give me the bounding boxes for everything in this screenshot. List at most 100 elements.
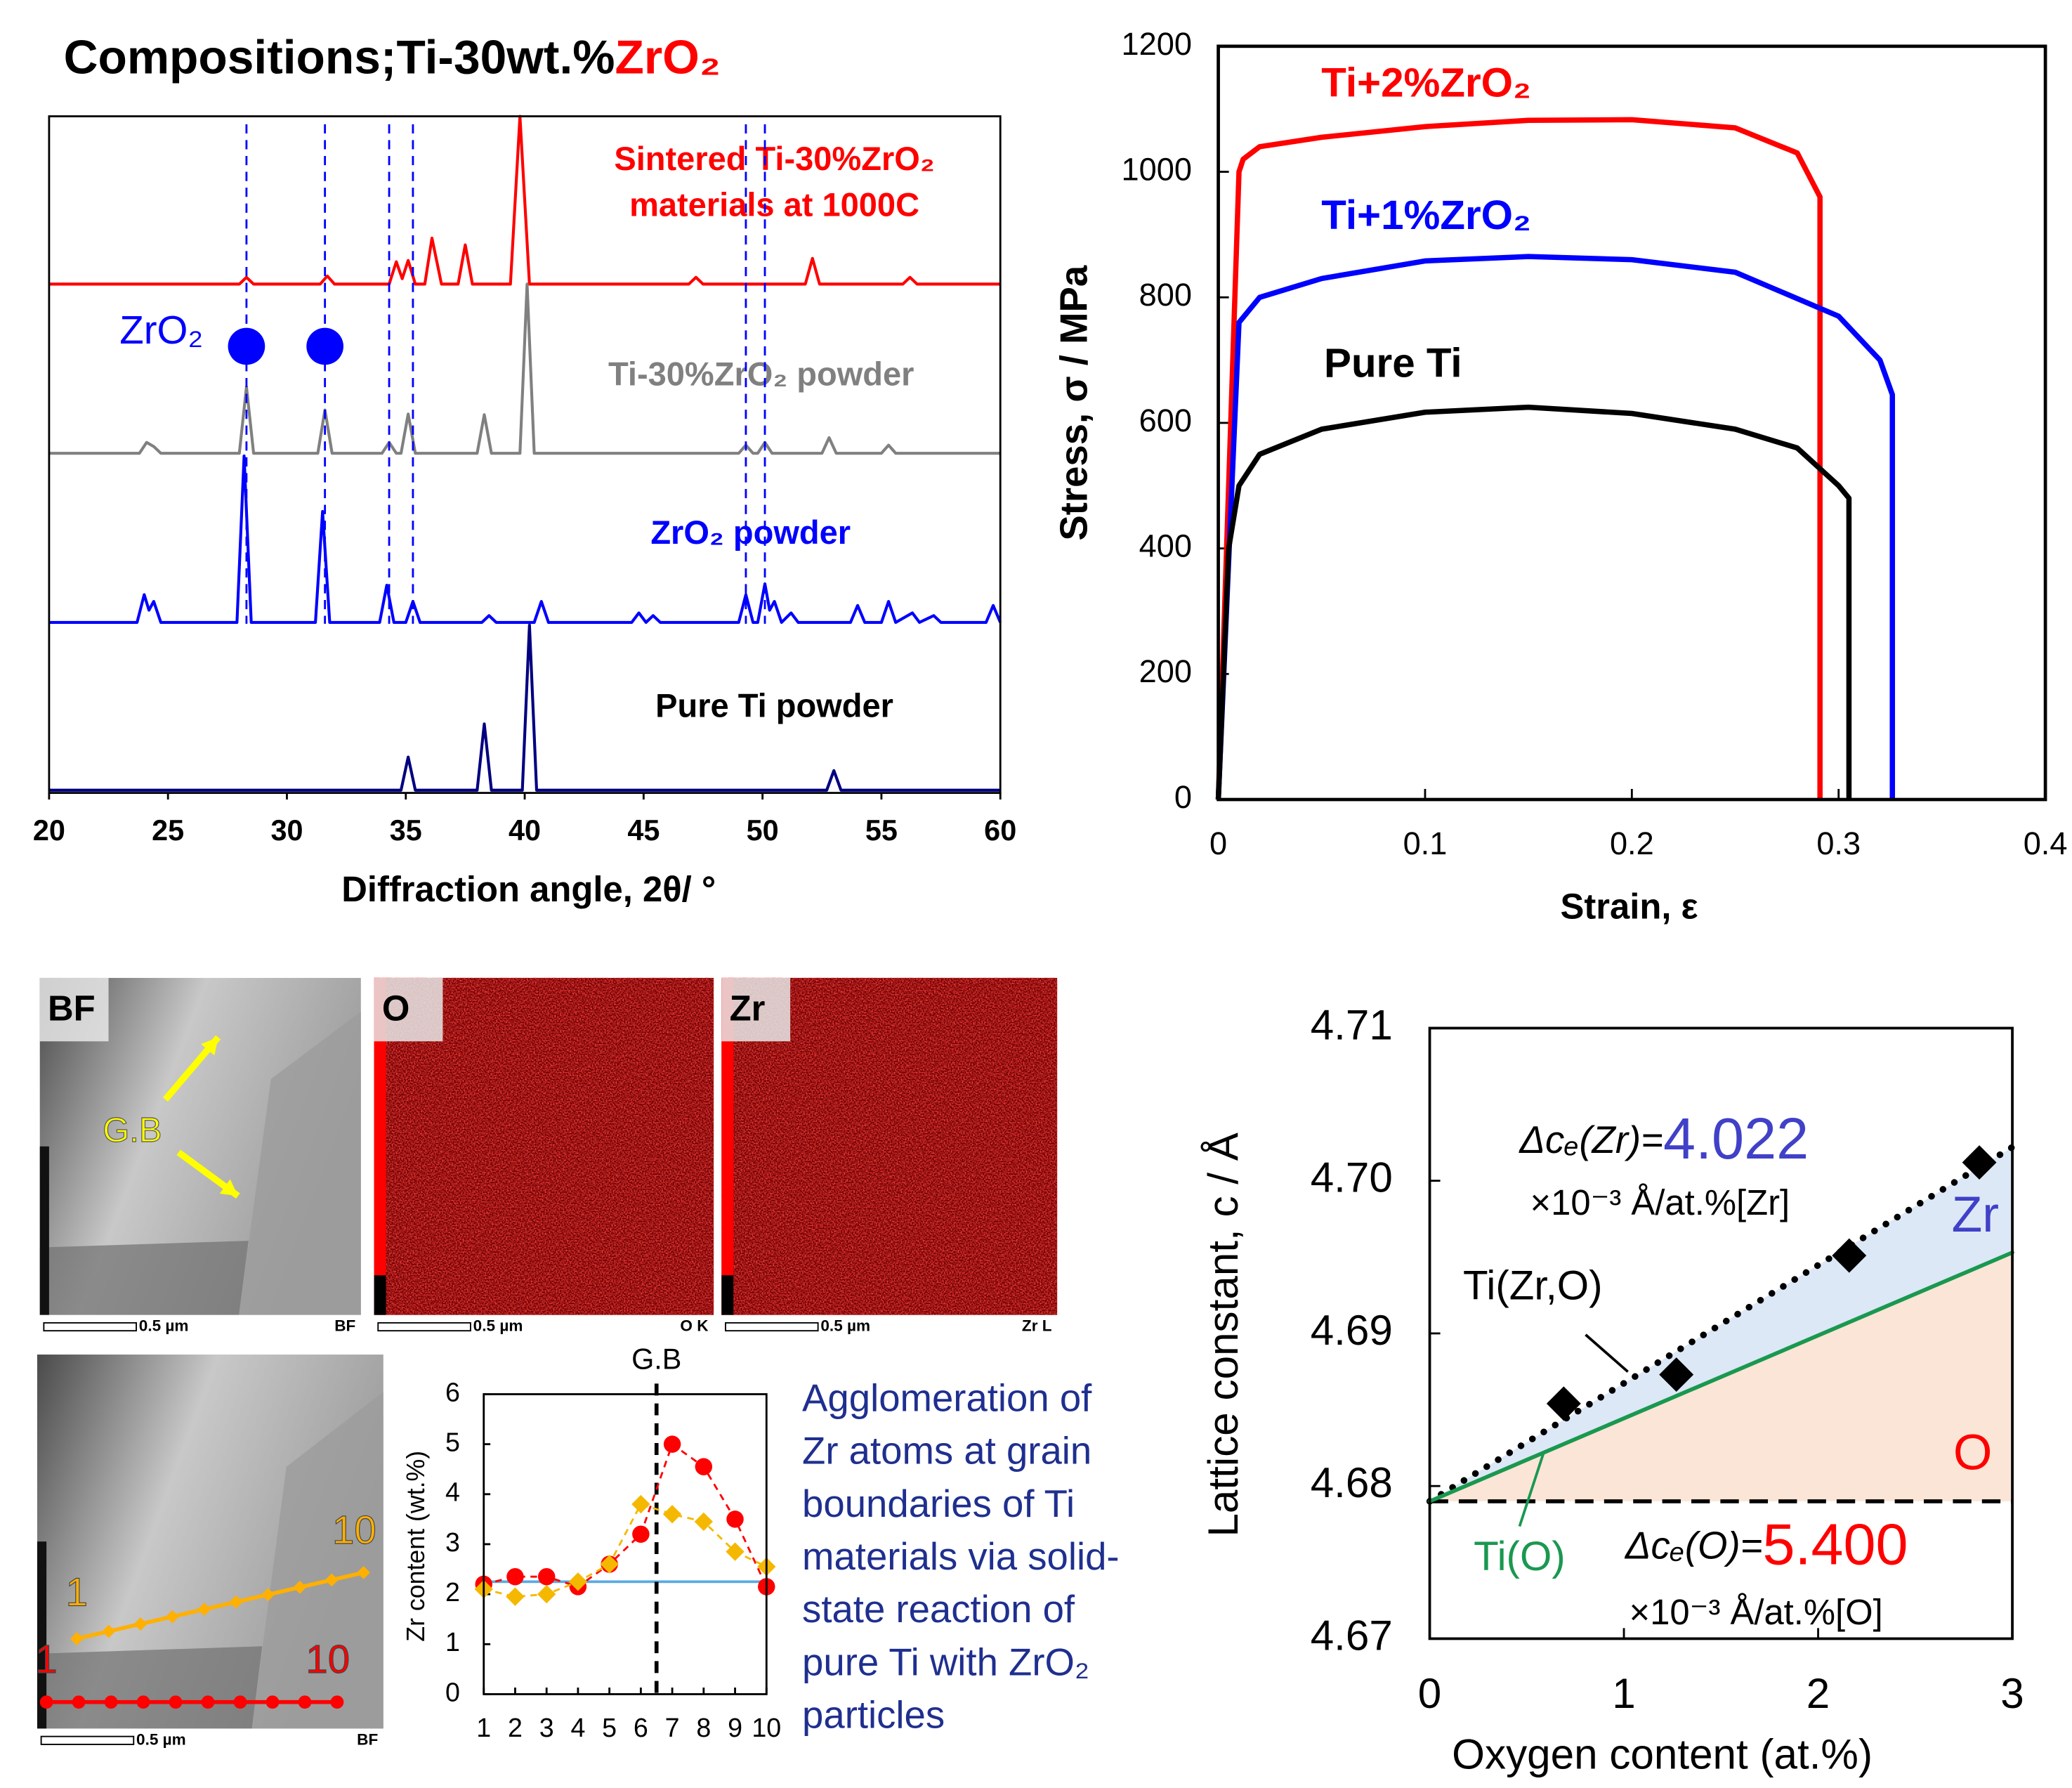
y-tick-label: 3: [445, 1527, 460, 1557]
y-tick-label: 1000: [1122, 151, 1192, 187]
panel-tag: Zr L: [1022, 1317, 1052, 1334]
data-point: [726, 1510, 744, 1528]
data-point: [537, 1584, 556, 1604]
plot-frame: [48, 115, 1002, 795]
y-axis-label: Zr content (wt.%): [402, 1451, 430, 1642]
profile-point: [330, 1695, 344, 1709]
series-line: [48, 454, 1002, 624]
series-line: [48, 282, 1001, 455]
gb-arrowhead: [201, 1037, 218, 1056]
x-tick-label: 0.2: [1610, 826, 1654, 861]
gb-label: G.B: [103, 1111, 162, 1149]
data-point: [1659, 1357, 1694, 1392]
series-line: [1215, 254, 1896, 800]
area-label: O: [1953, 1425, 1993, 1481]
x-tick-label: 20: [33, 814, 65, 847]
data-point: [537, 1567, 556, 1586]
profile-point: [72, 1695, 86, 1709]
slope-value: 4.022: [1663, 1106, 1809, 1171]
profile-line: [76, 1570, 365, 1641]
profile-point: [233, 1695, 247, 1709]
caption-line: boundaries of Ti: [802, 1482, 1075, 1525]
scale-bar: [43, 1322, 137, 1332]
phase-marker: [306, 327, 343, 365]
profile-point: [169, 1695, 183, 1709]
chart-title-highlight: ZrO₂: [615, 31, 720, 84]
series-label: Sintered Ti-30%ZrO₂: [614, 140, 934, 177]
caption-line: Agglomeration of: [802, 1376, 1092, 1419]
y-axis-label: Lattice constant, c / Å: [1200, 1132, 1247, 1536]
series-line: [1215, 117, 1823, 800]
slope-prefix: Δcₑ(O)=: [1624, 1525, 1763, 1567]
eds-colorbar-end: [721, 1275, 734, 1315]
x-tick-label: 7: [665, 1713, 680, 1742]
series-line: [483, 1503, 767, 1598]
data-point: [694, 1512, 713, 1532]
scale-bar: [725, 1322, 819, 1332]
scale-label: 0.5 µm: [820, 1317, 870, 1334]
data-point: [506, 1587, 525, 1606]
data-point: [1546, 1386, 1581, 1421]
x-axis-label: Diffraction angle, 2θ/ °: [341, 869, 716, 909]
area-label: Zr: [1952, 1187, 1999, 1243]
fit-line: [1427, 1250, 2014, 1503]
profile-point: [229, 1595, 243, 1609]
gb-label: G.B: [631, 1343, 681, 1375]
y-tick-label: 4.69: [1311, 1307, 1393, 1354]
x-tick-label: 55: [865, 814, 898, 847]
x-tick-label: 1: [476, 1713, 491, 1742]
profile-label: 10: [306, 1637, 350, 1681]
scale-label: 0.5 µm: [139, 1317, 189, 1334]
x-tick-label: 0: [1209, 826, 1227, 861]
series-label: Ti+1%ZrO₂: [1321, 192, 1531, 238]
series-line: [48, 115, 1001, 286]
x-tick-label: 0.4: [2024, 826, 2068, 861]
grain: [39, 1241, 249, 1315]
x-tick-label: 40: [509, 814, 541, 847]
x-tick-label: 3: [539, 1713, 554, 1742]
y-tick-label: 4.70: [1311, 1154, 1393, 1201]
x-tick-label: 0.3: [1816, 826, 1861, 861]
caption-line: state reaction of: [802, 1588, 1075, 1631]
data-point: [568, 1572, 588, 1591]
profile-point: [70, 1632, 84, 1645]
tem-colorbar: [39, 1146, 49, 1315]
series-label: ZrO₂ powder: [650, 514, 851, 551]
panel-label-bg: [721, 977, 791, 1042]
x-tick-label: 2: [1807, 1670, 1830, 1717]
slope-unit: ×10⁻³ Å/at.%[O]: [1630, 1592, 1883, 1632]
y-tick-label: 1200: [1122, 26, 1192, 62]
y-tick-label: 4: [445, 1477, 460, 1507]
slope-prefix: Δcₑ(Zr)=: [1518, 1118, 1663, 1161]
fit-label: Ti(Zr,O): [1463, 1262, 1603, 1308]
y-tick-label: 5: [445, 1428, 460, 1457]
grain: [251, 1392, 383, 1729]
data-point: [631, 1494, 650, 1514]
profile-label: 10: [332, 1508, 376, 1552]
phase-marker: [228, 327, 265, 365]
profile-point: [201, 1695, 215, 1709]
x-tick-label: 4: [570, 1713, 585, 1742]
eds-colorbar-end: [374, 1275, 386, 1315]
series-label: Pure Ti powder: [655, 687, 893, 724]
x-tick-label: 3: [2000, 1670, 2024, 1717]
y-tick-label: 0: [1174, 779, 1192, 815]
y-tick-label: 800: [1139, 277, 1192, 313]
slope-annotation: Δcₑ(Zr)=4.022: [1518, 1106, 1809, 1171]
caption-line: Zr atoms at grain: [802, 1430, 1091, 1473]
data-point: [662, 1505, 682, 1524]
x-tick-label: 2: [508, 1713, 523, 1742]
y-tick-label: 1: [445, 1627, 460, 1657]
fit-label: Ti(O): [1474, 1534, 1566, 1579]
scale-label: 0.5 µm: [473, 1317, 523, 1334]
x-tick-label: 6: [634, 1713, 648, 1742]
panel-tag: BF: [334, 1317, 355, 1334]
y-axis-label: Stress, σ / MPa: [1053, 265, 1096, 541]
profile-point: [104, 1695, 118, 1709]
x-tick-label: 9: [728, 1713, 742, 1742]
x-tick-label: 10: [752, 1713, 781, 1742]
series-label: materials at 1000C: [629, 186, 919, 223]
series-line: [1215, 404, 1852, 800]
